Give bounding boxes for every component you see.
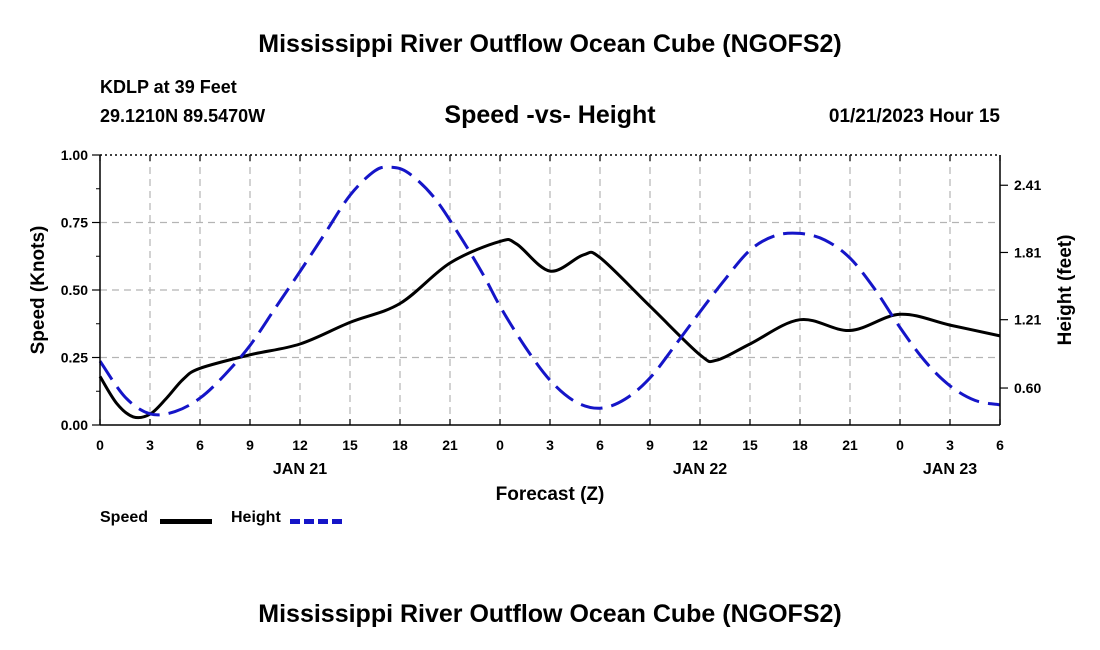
x-tick-label: 9 [246, 437, 254, 453]
legend-speed-line [160, 519, 212, 524]
x-tick-label: 9 [646, 437, 654, 453]
chart-main-title-repeat: Mississippi River Outflow Ocean Cube (NG… [258, 600, 842, 628]
x-tick-label: 6 [196, 437, 204, 453]
x-date-label: JAN 23 [923, 461, 977, 478]
chart-subtitle: Speed -vs- Height [444, 101, 656, 129]
y-left-tick-label: 1.00 [61, 147, 88, 163]
series-speed-line [98, 238, 1001, 420]
x-tick-label: 6 [996, 437, 1004, 453]
y-right-tick-label: 0.60 [1014, 380, 1041, 396]
y-right-tick-label: 2.41 [1014, 177, 1041, 193]
y-right-tick-label: 1.21 [1014, 312, 1041, 328]
x-tick-label: 0 [96, 437, 104, 453]
series-height-line [98, 165, 1001, 417]
x-tick-label: 12 [692, 437, 708, 453]
x-tick-label: 21 [842, 437, 858, 453]
x-tick-label: 6 [596, 437, 604, 453]
y-right-tick-label: 1.81 [1014, 244, 1041, 260]
y-axis-left-label: Speed (Knots) [28, 226, 49, 355]
legend-height-line [290, 519, 342, 524]
x-tick-label: 3 [146, 437, 154, 453]
station-name: KDLP at 39 Feet [100, 77, 237, 97]
x-tick-label: 3 [946, 437, 954, 453]
legend-speed-label: Speed [100, 509, 149, 526]
x-axis-label: Forecast (Z) [496, 484, 605, 505]
y-left-tick-label: 0.75 [61, 215, 88, 231]
x-tick-label: 18 [392, 437, 408, 453]
x-tick-label: 21 [442, 437, 458, 453]
forecast-datetime: 01/21/2023 Hour 15 [828, 106, 1000, 127]
x-tick-label: 12 [292, 437, 308, 453]
x-tick-label: 3 [546, 437, 554, 453]
chart-main-title: Mississippi River Outflow Ocean Cube (NG… [258, 30, 842, 58]
y-left-tick-label: 0.25 [61, 350, 88, 366]
x-tick-label: 15 [742, 437, 758, 453]
x-date-label: JAN 21 [273, 461, 327, 478]
x-tick-label: 0 [896, 437, 904, 453]
x-tick-label: 15 [342, 437, 358, 453]
station-coordinates: 29.1210N 89.5470W [100, 106, 266, 126]
y-left-tick-label: 0.50 [61, 282, 88, 298]
x-tick-label: 0 [496, 437, 504, 453]
x-date-label: JAN 22 [673, 461, 727, 478]
y-axis-right-label: Height (feet) [1055, 235, 1076, 346]
y-left-tick-label: 0.00 [61, 417, 88, 433]
x-tick-label: 18 [792, 437, 808, 453]
legend-height-label: Height [231, 509, 281, 526]
